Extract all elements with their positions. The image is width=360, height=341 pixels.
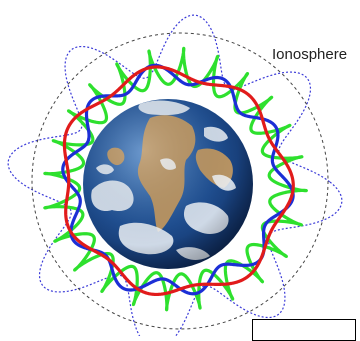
red-wave xyxy=(62,65,295,297)
earth-globe xyxy=(83,99,253,269)
caption-box xyxy=(252,319,356,341)
ionosphere-label: Ionosphere xyxy=(272,46,348,63)
ionosphere-boundary-circle xyxy=(31,32,329,330)
blue-dotted-wave xyxy=(7,14,343,336)
